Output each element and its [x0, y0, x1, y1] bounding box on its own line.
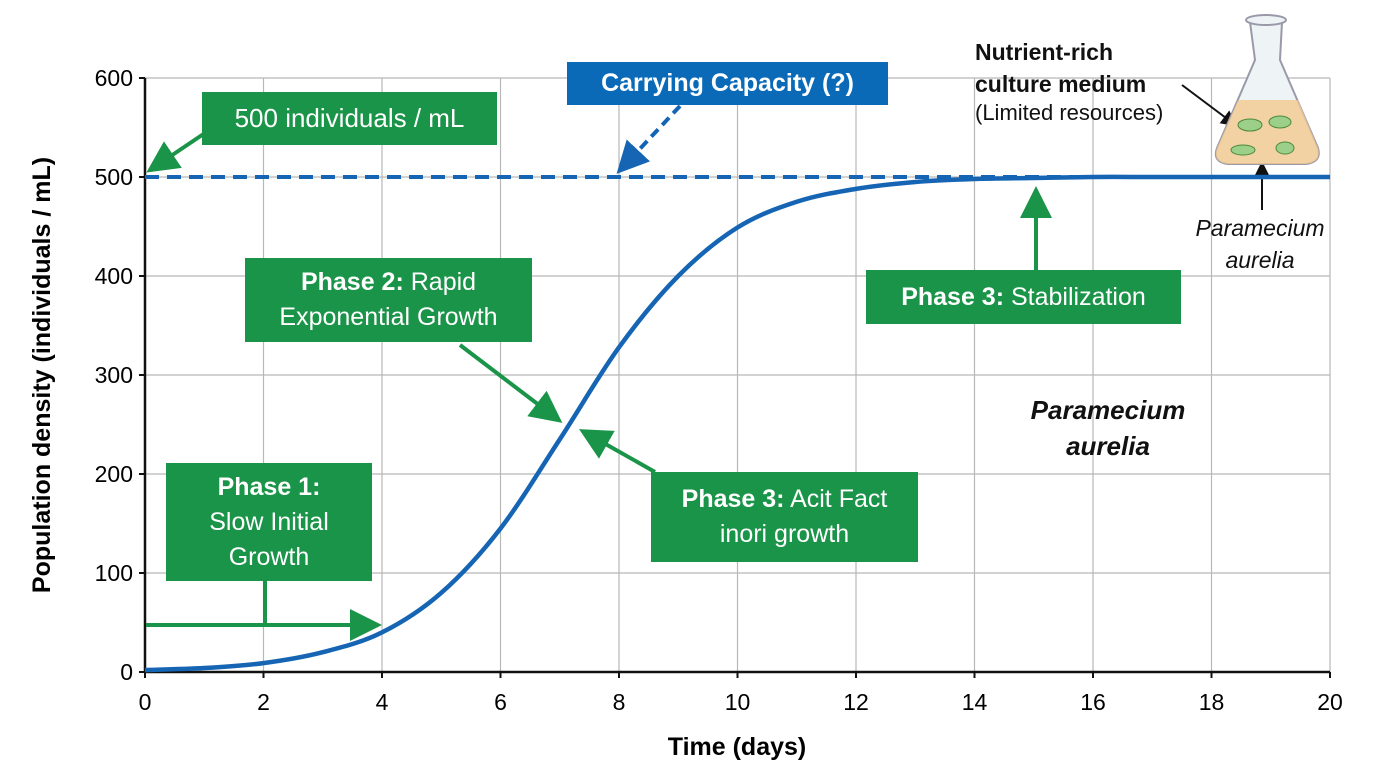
- series-line: [144, 174, 1330, 673]
- arrow: [458, 343, 563, 423]
- annotation: Stabilization: [1010, 282, 1146, 311]
- x-tick-label: 4: [376, 689, 389, 715]
- resources-label: (Limited resources): [975, 100, 1164, 125]
- phase3a-box: Phase 3: Acit Fact inori growth: [651, 472, 918, 562]
- y-tick-label: 400: [95, 263, 133, 289]
- annotation-bold: Phase 3:: [681, 485, 785, 513]
- x-tick-label: 2: [257, 689, 270, 715]
- capacity-value-box: 500 individuals / mL: [202, 92, 497, 145]
- phase3-box: Phase 3: Stabilization: [866, 270, 1181, 324]
- species-label: Paramecium aurelia: [1030, 395, 1186, 461]
- x-tick-label: 14: [962, 689, 988, 715]
- x-tick-label: 6: [494, 689, 507, 715]
- annotation-bold: Phase 1:: [217, 472, 321, 501]
- annotation: Slow Initial Growth: [209, 507, 329, 571]
- flask-icon: [1214, 14, 1320, 165]
- x-tick-label: 20: [1317, 689, 1343, 715]
- x-tick-label: 8: [613, 689, 626, 715]
- flask-species-label: Paramecium aurelia: [1195, 215, 1325, 273]
- phase1-box: Phase 1: Slow Initial Growth: [166, 463, 372, 581]
- x-tick-label: 10: [725, 689, 751, 715]
- y-tick-label: 300: [95, 362, 133, 388]
- x-tick-label: 0: [139, 689, 152, 715]
- annotation: Carrying Capacity (?): [601, 69, 854, 97]
- y-tick-label: 500: [95, 164, 133, 190]
- y-tick-label: 0: [120, 659, 133, 685]
- x-axis-title: Time (days): [668, 733, 806, 761]
- medium-label: Nutrient-rich culture medium: [975, 39, 1147, 97]
- annotation: Acit Fact inori growth: [719, 485, 888, 548]
- y-tick-label: 100: [95, 560, 133, 586]
- y-tick-label: 200: [95, 461, 133, 487]
- phase2-box: Phase 2: Rapid Exponential Growth: [245, 258, 532, 342]
- arrow: [146, 131, 207, 173]
- annotation: 500 individuals / mL: [234, 103, 465, 133]
- annotation-bold: Phase 3:: [901, 282, 1005, 311]
- x-tick-label: 18: [1199, 689, 1225, 715]
- y-tick-label: 600: [95, 65, 133, 91]
- arrow: [616, 104, 682, 174]
- arrow: [579, 429, 656, 474]
- capacity-label-box: Carrying Capacity (?): [567, 62, 888, 105]
- y-axis-title: Population density (individuals / mL): [28, 157, 56, 593]
- arrow: [1181, 84, 1238, 127]
- annotation-bold: Phase 2:: [300, 268, 404, 296]
- x-tick-label: 16: [1080, 689, 1106, 715]
- annotation: Rapid Exponential Growth: [279, 268, 498, 331]
- x-tick-label: 12: [843, 689, 869, 715]
